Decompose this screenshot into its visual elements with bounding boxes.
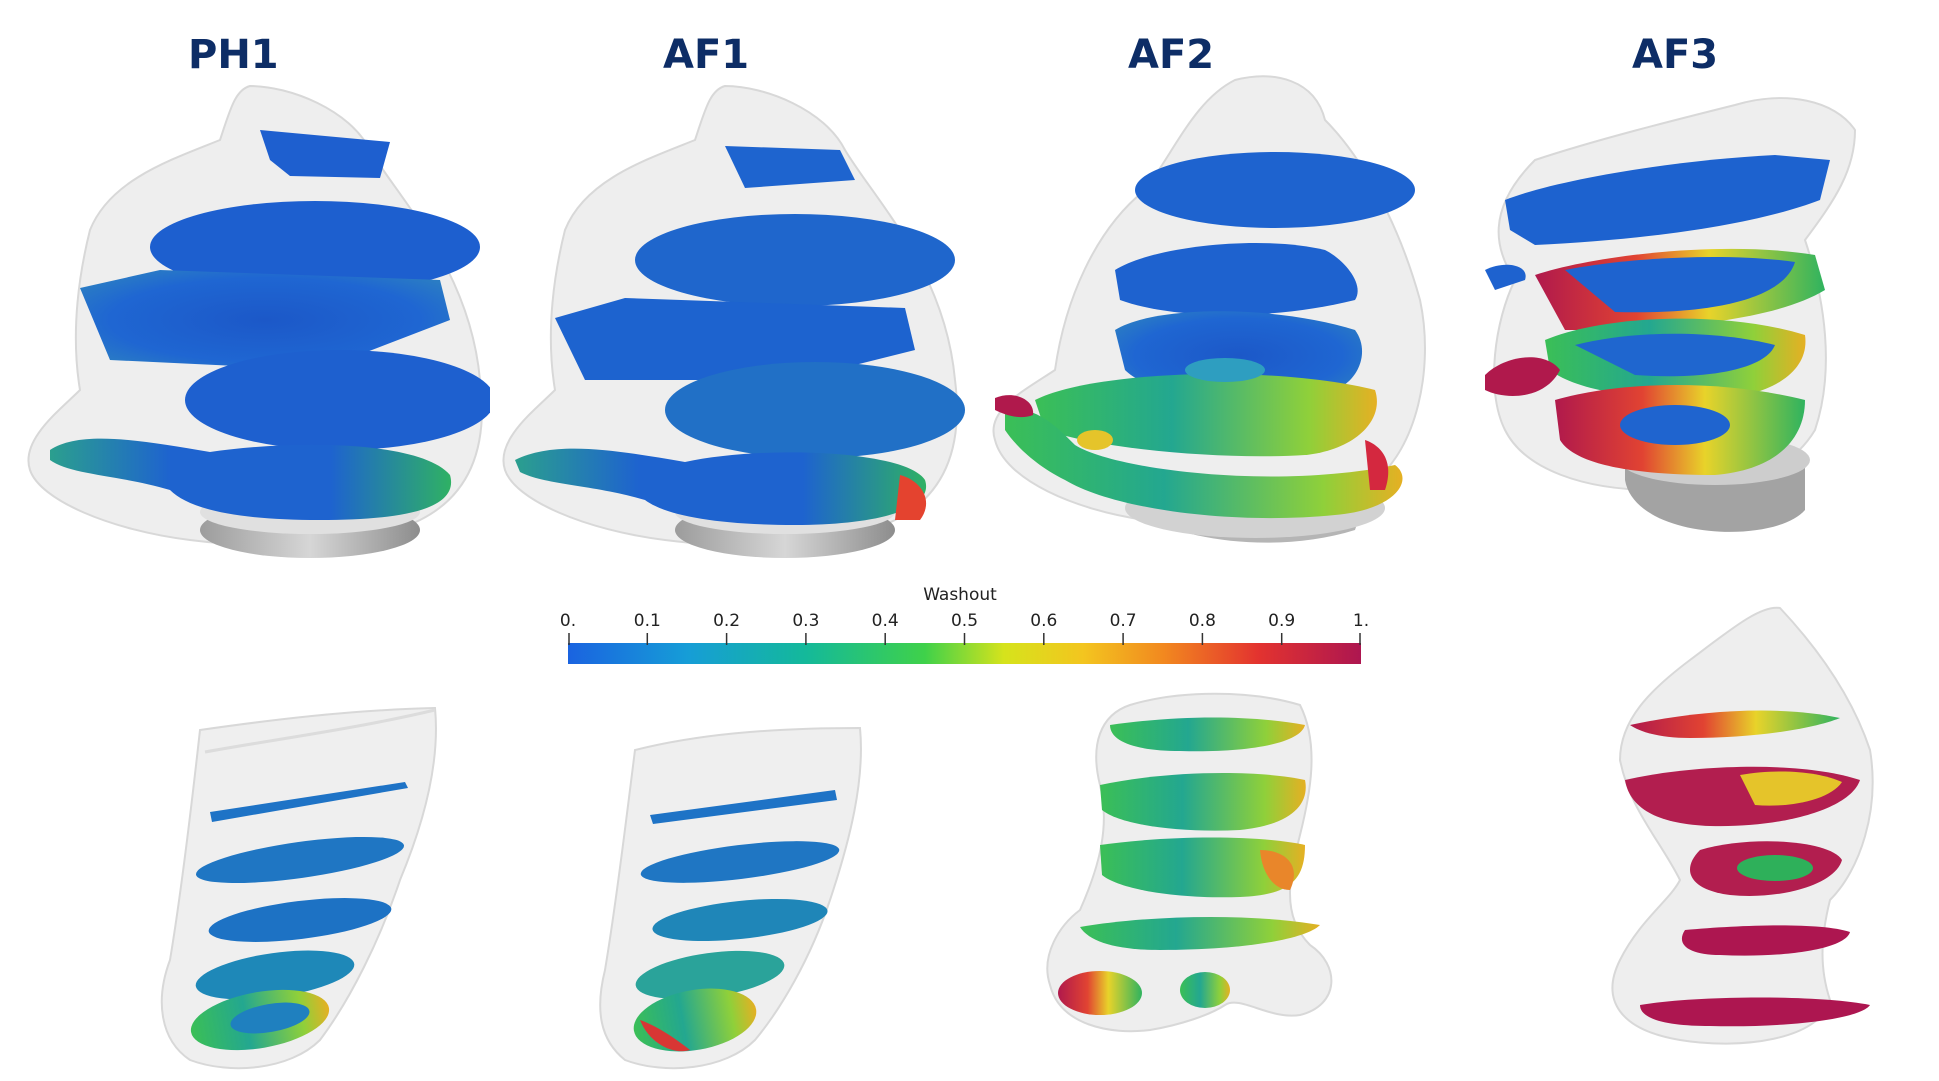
af3-atrium-top-view	[1485, 97, 1857, 532]
case-title-af3: AF3	[1632, 32, 1719, 78]
colorbar-tick-label: 0.7	[1109, 611, 1137, 631]
colorbar-tick-label: 0.4	[871, 611, 899, 631]
colorbar-gradient	[568, 643, 1361, 664]
af3-appendage-view	[1611, 606, 1874, 1045]
colorbar-ticks: 0. 0.1 0.2 0.3 0.4 0.5 0.6 0.7 0.8 0.9 1.	[560, 611, 1369, 631]
colorbar-tick-label: 0.9	[1268, 611, 1296, 631]
af1-appendage-view	[599, 726, 862, 1070]
colorbar-title: Washout	[923, 585, 997, 605]
colorbar-tick-label: 0.6	[1030, 611, 1058, 631]
colorbar-tick-label: 0.	[559, 611, 577, 631]
colorbar-tick-label: 0.8	[1188, 611, 1216, 631]
colorbar-tick-label: 0.1	[633, 611, 661, 631]
case-title-af1: AF1	[663, 32, 750, 78]
colorbar-tick-label: 0.2	[713, 611, 741, 631]
af2-appendage-view	[1046, 692, 1333, 1033]
colorbar-tick-label: 0.3	[792, 611, 820, 631]
ph1-atrium-top-view	[27, 84, 490, 558]
case-title-ph1: PH1	[188, 32, 279, 78]
case-title-af2: AF2	[1128, 32, 1215, 78]
colorbar-tick-label: 1.	[1352, 611, 1370, 631]
colorbar-tick-label: 0.5	[950, 611, 979, 631]
af1-atrium-top-view	[502, 84, 965, 558]
colorbar-tick-marks	[568, 633, 1361, 645]
af2-atrium-top-view	[992, 75, 1426, 543]
washout-colorbar: Washout 0. 0.1 0.2 0.3 0.4 0.5 0.6 0.7 0.8 0.9 1.	[550, 585, 1370, 675]
ph1-appendage-view	[160, 706, 437, 1070]
